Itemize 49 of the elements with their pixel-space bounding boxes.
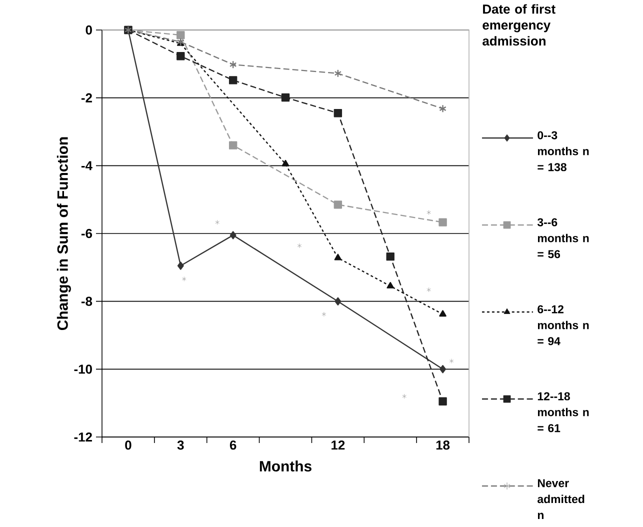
point	[281, 93, 290, 102]
point	[334, 297, 342, 306]
point	[449, 358, 454, 364]
point	[386, 282, 394, 288]
point	[215, 220, 220, 225]
point	[439, 104, 446, 113]
legend-label: 6--12 months n = 94	[538, 305, 589, 346]
point	[334, 254, 342, 260]
y-tick-label: -4	[81, 161, 92, 170]
point	[230, 231, 236, 240]
legend-label: Never admitted n	[538, 479, 584, 519]
y-tick-label: -12	[74, 432, 92, 442]
legend-label: 12--18 months n = 61	[538, 392, 589, 432]
point	[402, 394, 406, 399]
point	[439, 310, 446, 317]
x-tick-label: 12	[332, 440, 345, 450]
x-tick-label: 0	[125, 440, 132, 450]
x-tick-label: 3	[177, 440, 184, 450]
y-axis-title: Change in Sum of Function	[56, 137, 71, 330]
point	[438, 397, 447, 406]
point	[386, 252, 394, 261]
point	[182, 276, 186, 282]
point	[334, 200, 342, 209]
x-tick-label: 6	[230, 440, 236, 450]
point	[228, 76, 238, 84]
point	[177, 262, 184, 270]
point	[229, 60, 237, 69]
legend-title: Date of first emergency admission	[482, 4, 556, 46]
x-axis-title: Months	[260, 460, 312, 472]
point	[334, 69, 342, 78]
y-tick-label: -2	[81, 93, 92, 102]
point	[334, 108, 342, 118]
point	[426, 210, 431, 215]
point	[176, 52, 185, 60]
point	[322, 312, 326, 317]
point	[176, 30, 185, 40]
legend-label: 3--6 months n = 56	[537, 218, 589, 258]
y-tick-label: -10	[74, 364, 92, 374]
y-tick-label: -6	[81, 228, 92, 238]
point	[440, 365, 446, 374]
point	[228, 141, 238, 150]
point	[297, 243, 302, 248]
point	[426, 287, 431, 292]
legend-label: 0--3 months n = 138	[538, 131, 589, 172]
y-tick-label: -8	[81, 296, 92, 306]
y-tick-label: 0	[86, 25, 92, 35]
point	[438, 218, 447, 226]
point	[282, 160, 290, 166]
x-tick-label: 18	[436, 440, 450, 450]
